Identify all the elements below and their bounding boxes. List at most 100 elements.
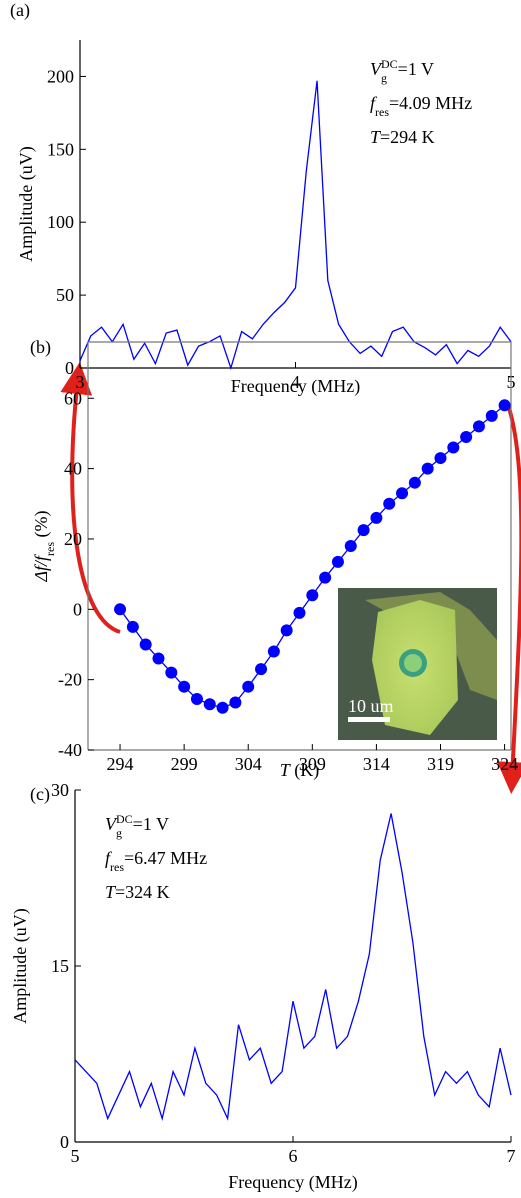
annotation-part: V — [105, 814, 118, 834]
data-point — [383, 497, 396, 510]
x-tick-label: 4 — [291, 372, 300, 392]
y-axis-title: Amplitude (uV) — [10, 908, 31, 1023]
data-point — [255, 663, 268, 676]
annotation-part: res — [375, 105, 389, 119]
y-tick-label: 0 — [73, 599, 82, 619]
data-point — [434, 452, 447, 465]
x-axis-title-part: (K) — [290, 760, 320, 781]
data-point — [306, 589, 319, 602]
y-axis-title-part: res — [43, 542, 57, 556]
x-tick-label: 7 — [507, 1146, 516, 1166]
y-tick-label: 150 — [47, 139, 74, 159]
data-point — [178, 680, 191, 693]
annotation-part: DC — [116, 812, 133, 826]
y-tick-label: 15 — [51, 956, 69, 976]
x-tick-label: 3 — [76, 372, 85, 392]
annotation-part: f — [105, 848, 113, 868]
data-point — [357, 524, 370, 537]
annotation: VgDC=1 V — [105, 812, 169, 840]
y-tick-label: 60 — [64, 388, 82, 408]
annotation: T=324 K — [105, 882, 170, 902]
y-tick-label: 100 — [47, 212, 74, 232]
panel-label: (c) — [30, 784, 50, 805]
annotation-part: =324 K — [115, 882, 170, 902]
annotation: fres=6.47 MHz — [105, 848, 207, 874]
y-tick-label: 30 — [51, 780, 69, 800]
y-tick-label: -40 — [58, 740, 82, 760]
data-point — [165, 666, 178, 679]
annotation-part: DC — [381, 57, 398, 71]
y-axis-title: Amplitude (uV) — [16, 146, 37, 261]
annotation-part: =4.09 MHz — [389, 93, 472, 113]
y-tick-label: 200 — [47, 66, 74, 86]
annotation-part: V — [370, 59, 383, 79]
y-tick-label: 0 — [65, 358, 74, 378]
y-axis-title-part: Δf/f — [31, 553, 51, 583]
x-tick-label: 6 — [289, 1146, 298, 1166]
annotation-part: res — [110, 860, 124, 874]
x-axis-title-part: T — [280, 760, 292, 780]
annotation-part: T — [105, 882, 117, 902]
data-point — [498, 399, 511, 412]
annotation-part: =1 V — [398, 59, 434, 79]
data-line — [79, 80, 512, 371]
annotation-part: g — [116, 826, 122, 840]
data-line — [74, 813, 512, 1122]
data-point — [293, 606, 306, 619]
data-point — [114, 603, 127, 616]
panel-label: (a) — [10, 0, 30, 21]
x-tick-label: 324 — [491, 754, 518, 774]
data-point — [229, 696, 242, 709]
y-tick-label: 50 — [56, 285, 74, 305]
annotation: T=294 K — [370, 127, 435, 147]
annotation-part: =1 V — [133, 814, 169, 834]
data-point — [408, 476, 421, 489]
arrow — [60, 362, 121, 634]
scale-label: 10 um — [348, 696, 394, 716]
x-tick-label: 304 — [235, 754, 262, 774]
inset-image — [338, 588, 497, 740]
data-point — [242, 680, 255, 693]
data-point — [460, 430, 473, 443]
annotation-part: g — [381, 71, 387, 85]
y-tick-label: 0 — [60, 1132, 69, 1152]
data-point — [152, 652, 165, 665]
data-point — [319, 571, 332, 584]
annotation-part: =294 K — [380, 127, 435, 147]
x-tick-label: 5 — [71, 1146, 80, 1166]
y-axis-title-part: (%) — [31, 510, 52, 541]
data-point — [370, 511, 383, 524]
annotation: fres=4.09 MHz — [370, 93, 472, 119]
data-point — [203, 698, 216, 711]
data-point — [344, 540, 357, 552]
x-tick-label: 314 — [363, 754, 390, 774]
annotation-part: T — [370, 127, 382, 147]
y-tick-label: 40 — [64, 459, 82, 479]
data-point — [267, 645, 280, 658]
panel-label: (b) — [30, 337, 51, 358]
data-point — [331, 555, 344, 568]
x-tick-label: 294 — [107, 754, 134, 774]
annotation-part: =6.47 MHz — [124, 848, 207, 868]
y-axis-title: Δf/fres (%) — [31, 510, 57, 582]
x-axis-title: Frequency (MHz) — [231, 376, 360, 397]
data-point — [280, 624, 293, 637]
data-point — [126, 620, 139, 633]
annotation: VgDC=1 V — [370, 57, 434, 85]
data-point — [447, 441, 460, 454]
x-axis-title: T (K) — [280, 760, 320, 781]
y-tick-label: -20 — [58, 670, 82, 690]
data-point — [216, 701, 229, 714]
data-point — [190, 693, 203, 705]
data-point — [396, 487, 409, 500]
data-point — [472, 420, 485, 433]
arrow — [496, 404, 521, 794]
x-tick-label: 309 — [299, 754, 326, 774]
x-axis-title: Frequency (MHz) — [228, 1172, 357, 1193]
data-point — [485, 409, 498, 422]
data-point — [139, 638, 152, 651]
data-point — [421, 462, 434, 475]
annotation-part: f — [370, 93, 378, 113]
x-tick-label: 299 — [171, 754, 198, 774]
